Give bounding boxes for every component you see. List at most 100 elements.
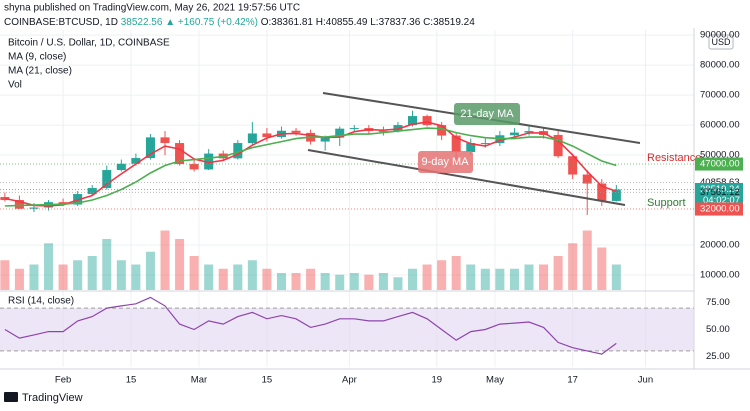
rsi-tick-label: 75.00 bbox=[706, 297, 730, 308]
volume-bar bbox=[466, 264, 476, 290]
candle-body bbox=[480, 143, 490, 145]
candle-body bbox=[597, 183, 607, 201]
volume-bar bbox=[233, 264, 243, 290]
volume-bar bbox=[320, 273, 330, 290]
support-trendline bbox=[307, 149, 626, 206]
price-tag-label: 38519.24 bbox=[700, 184, 740, 195]
price-tag-label: 40858.63 bbox=[700, 177, 740, 188]
y-tick-label: 90000.00 bbox=[700, 30, 740, 41]
candle-body bbox=[524, 131, 534, 133]
volume-bar bbox=[247, 260, 257, 290]
price-tag bbox=[695, 202, 743, 216]
candle-body bbox=[233, 143, 243, 159]
x-tick-label: Feb bbox=[55, 375, 71, 386]
candle-body bbox=[102, 170, 112, 189]
volume-bar bbox=[422, 264, 432, 290]
candle-body bbox=[553, 134, 563, 157]
moving-average-line bbox=[4, 127, 617, 207]
volume-bar bbox=[553, 256, 563, 290]
volume-bar bbox=[509, 268, 519, 290]
volume-bar bbox=[393, 277, 403, 290]
x-tick-label: May bbox=[486, 375, 504, 386]
support-label: Support bbox=[647, 197, 686, 209]
currency[interactable]: USD bbox=[711, 37, 731, 47]
y-tick-label: 50000.00 bbox=[700, 150, 740, 161]
candle-body bbox=[291, 130, 301, 133]
volume-bar bbox=[0, 260, 10, 290]
candle-body bbox=[568, 156, 578, 175]
price-tag-label: 32000.00 bbox=[700, 204, 740, 215]
volume-bar bbox=[160, 230, 170, 290]
volume-bar bbox=[611, 264, 621, 290]
candle-body bbox=[14, 200, 24, 209]
candle-body bbox=[422, 116, 432, 126]
volume-bar bbox=[335, 274, 345, 290]
volume-bar bbox=[568, 243, 578, 290]
y-tick-label: 20000.00 bbox=[700, 240, 740, 251]
x-tick-label: 17 bbox=[567, 375, 578, 386]
candle-body bbox=[408, 116, 418, 126]
candle-body bbox=[611, 189, 621, 201]
volume-bar bbox=[189, 256, 199, 290]
volume-bar bbox=[29, 264, 39, 290]
ma9-callout-text: 9-day MA bbox=[421, 156, 469, 168]
currency-box[interactable] bbox=[708, 34, 734, 50]
candle-body bbox=[29, 207, 39, 209]
candle-body bbox=[451, 135, 461, 153]
volume-bar bbox=[116, 260, 126, 290]
countdown: 04:02:07 bbox=[703, 195, 740, 206]
x-tick-label: Mar bbox=[191, 375, 207, 386]
volume-bar bbox=[14, 268, 24, 290]
candle-body bbox=[437, 125, 447, 136]
rsi-tick-label: 25.00 bbox=[706, 351, 730, 362]
candle-body bbox=[204, 153, 214, 170]
y-tick-label: 80000.00 bbox=[700, 60, 740, 71]
candle-body bbox=[262, 133, 272, 138]
publisher-line: shyna published on TradingView.com, May … bbox=[4, 3, 300, 14]
candle-body bbox=[189, 164, 199, 170]
brand-name: TradingView bbox=[22, 392, 83, 404]
chart-title: Bitcoin / U.S. Dollar, 1D, COINBASE bbox=[8, 38, 170, 49]
rsi-band bbox=[0, 308, 694, 351]
volume-bar bbox=[87, 256, 97, 290]
legend-volume: Vol bbox=[8, 80, 22, 91]
volume-bar bbox=[451, 256, 461, 290]
candle-body bbox=[509, 132, 519, 136]
x-tick-label: Jun bbox=[638, 375, 653, 386]
volume-bar bbox=[102, 239, 112, 290]
moving-average-line bbox=[4, 121, 617, 207]
volume-bar bbox=[597, 247, 607, 290]
candle-body bbox=[160, 137, 170, 144]
brand-logo: TradingView bbox=[4, 392, 83, 404]
candle-body bbox=[145, 137, 155, 159]
volume-bar bbox=[480, 268, 490, 290]
y-tick-label: 60000.00 bbox=[700, 120, 740, 131]
volume-bar bbox=[437, 260, 447, 290]
candle-body bbox=[378, 131, 388, 133]
candle-body bbox=[175, 143, 185, 165]
volume-bar bbox=[524, 264, 534, 290]
plot bbox=[0, 110, 694, 355]
last-price: 38522.56 bbox=[121, 17, 163, 28]
candle-body bbox=[131, 158, 141, 164]
price-tag bbox=[695, 157, 743, 171]
candle-body bbox=[247, 133, 257, 144]
volume-bar bbox=[218, 268, 228, 290]
y-tick-label: 70000.00 bbox=[700, 90, 740, 101]
x-tick-label: 15 bbox=[126, 375, 137, 386]
x-tick-label: Apr bbox=[342, 375, 357, 386]
volume-bar bbox=[349, 273, 359, 290]
candle-body bbox=[320, 137, 330, 142]
price-change: ▲ +160.75 (+0.42%) bbox=[165, 17, 258, 28]
y-tick-label: 10000.00 bbox=[700, 270, 740, 281]
volume-bar bbox=[276, 273, 286, 290]
x-tick-label: 19 bbox=[431, 375, 442, 386]
rsi-line bbox=[4, 296, 617, 355]
volume-bar bbox=[145, 251, 155, 290]
volume-bar bbox=[58, 264, 68, 290]
candle-body bbox=[116, 163, 126, 171]
volume-bar bbox=[364, 274, 374, 290]
volume-bar bbox=[408, 268, 418, 290]
volume-bar bbox=[262, 268, 272, 290]
